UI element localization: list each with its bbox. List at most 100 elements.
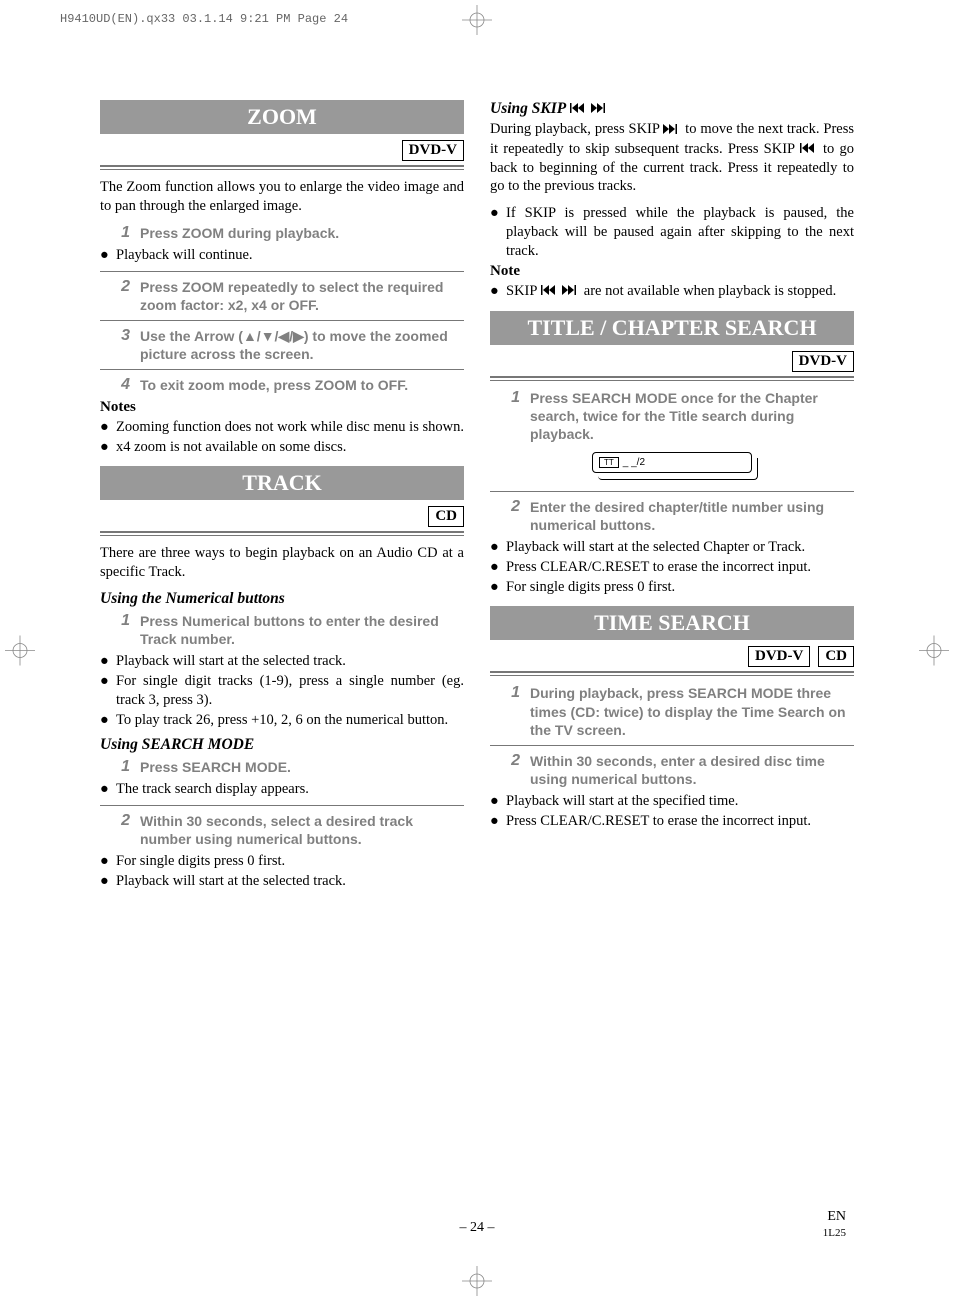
bullet-item: ●Zooming function does not work while di… [100,418,464,437]
bullet-item: ●Playback will start at the selected Cha… [490,538,854,557]
time-search-section-header: TIME SEARCH [490,606,854,640]
step-text: To exit zoom mode, press ZOOM to OFF. [140,376,464,394]
bullet-item: ●For single digits press 0 first. [100,852,464,871]
skip-forward-icon [591,100,609,118]
search-display-graphic: TT _ _/2 [592,452,752,473]
step-number: 1 [100,612,130,630]
divider [100,369,464,370]
bullet-item: ●For single digit tracks (1-9), press a … [100,672,464,710]
bullet-item: ●Playback will continue. [100,246,464,265]
track-search-step-2: 2 Within 30 seconds, select a desired tr… [100,812,464,848]
step-number: 4 [100,376,130,394]
dvd-v-badge: DVD-V [792,351,854,372]
display-label: TT [599,457,619,468]
step-text: Press ZOOM repeatedly to select the requ… [140,278,464,314]
step-number: 2 [490,498,520,516]
divider [490,671,854,676]
ts-step-2: 2 Within 30 seconds, enter a desired dis… [490,752,854,788]
divider [100,531,464,536]
step-number: 1 [490,389,520,407]
skip-back-icon [570,100,588,118]
bullet-item: ●Playback will start at the selected tra… [100,652,464,671]
step-number: 1 [490,684,520,702]
page-content: ZOOM DVD-V The Zoom function allows you … [100,100,854,1206]
divider [490,491,854,492]
step-number: 2 [100,812,130,830]
display-value: _ _/2 [623,457,645,468]
search-mode-subheading: Using SEARCH MODE [100,736,464,754]
left-column: ZOOM DVD-V The Zoom function allows you … [100,100,464,1206]
header-metadata: H9410UD(EN).qx33 03.1.14 9:21 PM Page 24 [60,12,348,26]
bullet-item: ●To play track 26, press +10, 2, 6 on th… [100,711,464,730]
track-section-header: TRACK [100,466,464,500]
zoom-section-header: ZOOM [100,100,464,134]
bullet-item: ●Press CLEAR/C.RESET to erase the incorr… [490,558,854,577]
track-num-step-1: 1 Press Numerical buttons to enter the d… [100,612,464,648]
registration-mark-top-icon [462,5,492,40]
tc-badge-row: DVD-V [490,351,854,372]
track-search-step-1: 1 Press SEARCH MODE. [100,758,464,776]
bullet-item: ●SKIP are not available when playback is… [490,282,854,301]
bullet-item: ●Press CLEAR/C.RESET to erase the incorr… [490,812,854,831]
step-text: During playback, press SEARCH MODE three… [530,684,854,739]
divider [100,320,464,321]
ts-badge-row: DVD-V CD [490,646,854,667]
skip-forward-icon [663,121,681,140]
divider [100,805,464,806]
dvd-v-badge: DVD-V [402,140,464,161]
step-number: 2 [490,752,520,770]
zoom-step-3: 3 Use the Arrow (▲/▼/◀/▶) to move the zo… [100,327,464,363]
step-text: Use the Arrow (▲/▼/◀/▶) to move the zoom… [140,327,464,363]
step-text: Press SEARCH MODE. [140,758,464,776]
divider [490,376,854,381]
divider [100,165,464,170]
skip-subheading: Using SKIP [490,100,854,118]
step-text: Enter the desired chapter/title number u… [530,498,854,534]
cd-badge: CD [428,506,464,527]
page-number: – 24 – [460,1220,495,1236]
step-number: 1 [100,224,130,242]
track-intro: There are three ways to begin playback o… [100,544,464,582]
track-badge-row: CD [100,506,464,527]
zoom-step-4: 4 To exit zoom mode, press ZOOM to OFF. [100,376,464,394]
divider [490,745,854,746]
step-text: Press Numerical buttons to enter the des… [140,612,464,648]
bullet-item: ●For single digits press 0 first. [490,578,854,597]
step-text: Press ZOOM during playback. [140,224,464,242]
cd-badge: CD [818,646,854,667]
tc-step-1: 1 Press SEARCH MODE once for the Chapter… [490,389,854,444]
notes-label: Notes [100,399,464,416]
note-label: Note [490,263,854,280]
footer-code: 1L25 [823,1227,846,1239]
zoom-step-2: 2 Press ZOOM repeatedly to select the re… [100,278,464,314]
skip-back-icon [541,282,559,301]
ts-step-1: 1 During playback, press SEARCH MODE thr… [490,684,854,739]
footer-right: EN 1L25 [823,1209,846,1241]
bullet-item: ●Playback will start at the selected tra… [100,872,464,891]
step-number: 2 [100,278,130,296]
registration-mark-bottom-icon [462,1266,492,1301]
registration-mark-left-icon [5,636,35,671]
dvd-v-badge: DVD-V [748,646,810,667]
step-text: Press SEARCH MODE once for the Chapter s… [530,389,854,444]
zoom-intro: The Zoom function allows you to enlarge … [100,178,464,216]
registration-mark-right-icon [919,636,949,671]
divider [100,271,464,272]
step-text: Within 30 seconds, enter a desired disc … [530,752,854,788]
bullet-item: ●If SKIP is pressed while the playback i… [490,204,854,261]
footer-lang: EN [827,1209,846,1224]
title-chapter-section-header: TITLE / CHAPTER SEARCH [490,311,854,345]
skip-back-icon [800,140,818,159]
bullet-item: ●Playback will start at the specified ti… [490,792,854,811]
tc-step-2: 2 Enter the desired chapter/title number… [490,498,854,534]
right-column: Using SKIP During playback, press SKIP t… [490,100,854,1206]
zoom-badge-row: DVD-V [100,140,464,161]
skip-forward-icon [562,282,580,301]
numerical-buttons-subheading: Using the Numerical buttons [100,590,464,608]
bullet-item: ●x4 zoom is not available on some discs. [100,438,464,457]
zoom-step-1: 1 Press ZOOM during playback. [100,224,464,242]
step-number: 1 [100,758,130,776]
bullet-item: ●The track search display appears. [100,780,464,799]
step-number: 3 [100,327,130,345]
step-text: Within 30 seconds, select a desired trac… [140,812,464,848]
